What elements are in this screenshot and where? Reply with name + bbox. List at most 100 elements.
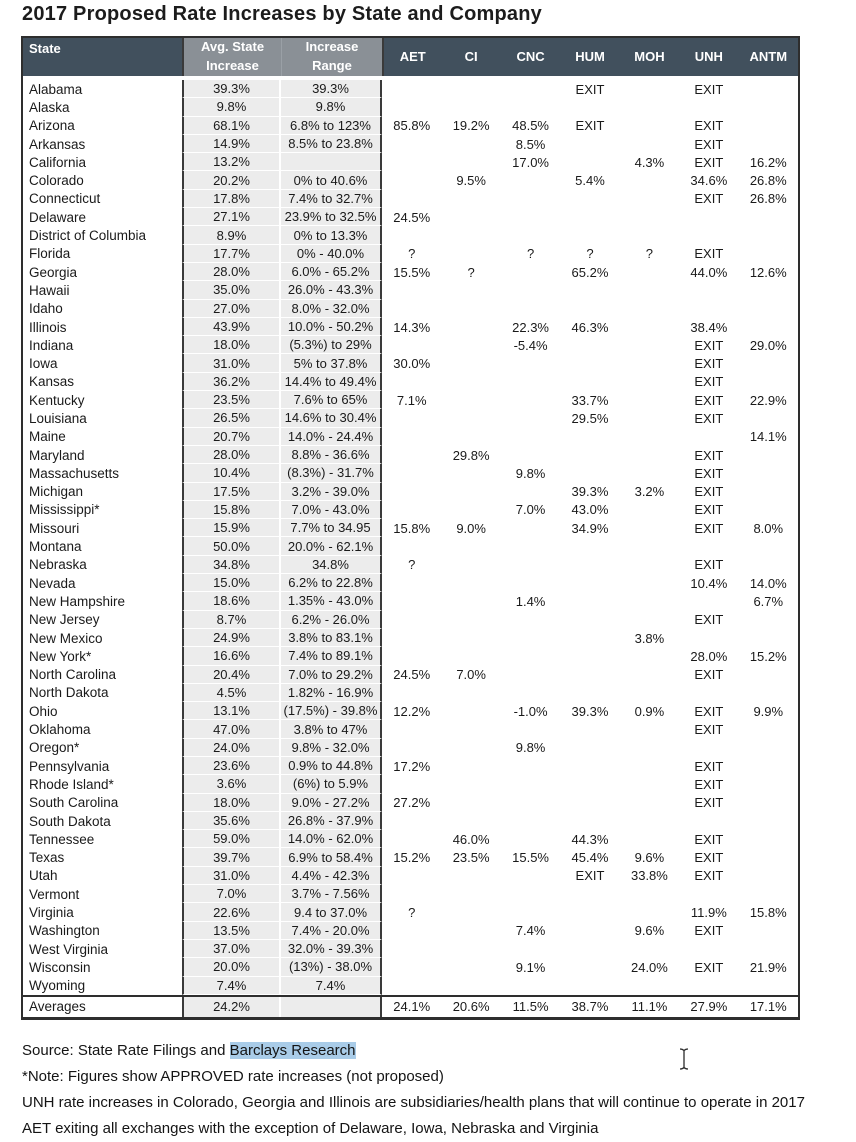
- company-cell-unh: EXIT: [694, 850, 724, 866]
- avg-increase-cell: 15.9%: [182, 519, 281, 538]
- company-cell-moh: [620, 519, 679, 537]
- company-cell-antm: [739, 135, 798, 153]
- company-cell-antm: [739, 940, 798, 958]
- table-row: Indiana 18.0% (5.3%) to 29% -5.4% EXIT 29.0%: [23, 336, 798, 355]
- table-row: Wyoming 7.4% 7.4%: [23, 976, 798, 995]
- company-cell-ci: [441, 757, 500, 775]
- company-cell-moh: [620, 666, 679, 684]
- company-cell-unh: EXIT: [694, 557, 724, 573]
- avg-increase-cell: 24.9%: [182, 628, 281, 648]
- state-cell: Virginia: [29, 905, 74, 920]
- avg-increase-cell: 15.0%: [182, 574, 281, 593]
- text-ibeam-cursor: [678, 1048, 690, 1070]
- table-row: Connecticut 17.8% 7.4% to 32.7% EXIT 26.8%: [23, 189, 798, 209]
- company-cell-hum: ?: [586, 246, 594, 262]
- company-cell-cnc: [501, 940, 560, 958]
- company-cell-hum: [560, 446, 619, 464]
- company-cell-aet: 24.5%: [393, 667, 431, 683]
- increase-range-cell: 5% to 37.8%: [281, 354, 382, 373]
- company-cell-moh: 0.9%: [634, 703, 665, 719]
- increase-range-cell: 26.8% - 37.9%: [281, 811, 382, 831]
- avg-increase-cell: 37.0%: [182, 939, 281, 959]
- company-cell-moh: [620, 318, 679, 336]
- company-cell-ci: 9.0%: [456, 520, 486, 536]
- company-cell-moh: [620, 739, 679, 757]
- table-row: North Carolina 20.4% 7.0% to 29.2% 24.5% 7.0…: [23, 665, 798, 684]
- avg-increase-cell: 9.8%: [182, 98, 281, 117]
- avg-increase-cell: 28.0%: [182, 445, 281, 465]
- company-cell-cnc: [501, 537, 560, 555]
- company-cell-cnc: [501, 720, 560, 738]
- state-cell: South Carolina: [29, 795, 119, 811]
- company-cell-antm: [739, 812, 798, 830]
- increase-range-cell: 3.8% to 47%: [281, 720, 382, 739]
- avg-increase-cell: 15.8%: [182, 500, 281, 520]
- avg-increase-cell: 13.5%: [182, 921, 281, 940]
- source-line: Source: State Rate Filings and Barclays …: [22, 1038, 805, 1064]
- company-cell-hum: [560, 428, 619, 446]
- increase-range-cell: 7.0% - 43.0%: [281, 500, 382, 520]
- company-cell-hum: 46.3%: [571, 319, 609, 335]
- company-cell-moh: [620, 446, 679, 464]
- company-cell-moh: [620, 354, 679, 372]
- avg-increase-cell: 18.0%: [182, 793, 281, 812]
- company-cell-antm: [739, 208, 798, 226]
- company-cell-hum: [560, 647, 619, 665]
- increase-range-cell: 20.0% - 62.1%: [281, 537, 382, 556]
- company-cell-ci: [441, 464, 500, 482]
- company-cell-ci: ?: [467, 264, 475, 280]
- company-cell-unh: 27.9%: [690, 999, 728, 1015]
- aet-note: AET exiting all exchanges with the excep…: [22, 1120, 599, 1137]
- company-cell-unh: EXIT: [694, 136, 724, 152]
- company-cell-antm: [739, 794, 798, 812]
- table-row: Idaho 27.0% 8.0% - 32.0%: [23, 299, 798, 318]
- company-cell-hum: [560, 98, 619, 116]
- company-cell-moh: 4.3%: [634, 154, 665, 170]
- company-cell-cnc: 48.5%: [512, 118, 549, 134]
- company-cell-cnc: -1.0%: [513, 703, 548, 719]
- company-cell-cnc: 1.4%: [515, 593, 546, 609]
- company-cell-antm: 14.1%: [749, 429, 787, 445]
- company-cell-aet: [382, 867, 441, 885]
- company-cell-ci: [441, 153, 500, 171]
- avg-increase-cell: 59.0%: [182, 830, 281, 849]
- company-cell-aet: [382, 812, 441, 830]
- company-cell-hum: [560, 135, 619, 153]
- company-cell-moh: [620, 171, 679, 189]
- company-cell-antm: 6.7%: [753, 593, 784, 609]
- company-cell-unh: 10.4%: [690, 575, 728, 591]
- avg-increase-cell: 68.1%: [182, 116, 281, 135]
- table-row: Iowa 31.0% 5% to 37.8% 30.0% EXIT: [23, 354, 798, 373]
- company-cell-moh: [620, 977, 679, 995]
- increase-range-cell: [281, 153, 382, 172]
- company-cell-hum: [560, 153, 619, 171]
- company-cell-ci: [441, 537, 500, 555]
- avg-increase-cell: 20.2%: [182, 171, 281, 190]
- company-cell-ci: [441, 190, 500, 208]
- company-cell-hum: [560, 922, 619, 940]
- state-cell: Kansas: [29, 374, 75, 390]
- company-cell-aet: 17.2%: [393, 758, 431, 774]
- increase-range-cell: 14.4% to 49.4%: [281, 372, 382, 392]
- company-cell-moh: [620, 226, 679, 244]
- table-row: Vermont 7.0% 3.7% - 7.56%: [23, 885, 798, 904]
- company-cell-ci: [441, 611, 500, 629]
- company-cell-ci: [441, 720, 500, 738]
- company-cell-aet: [382, 300, 441, 318]
- state-cell: Illinois: [29, 319, 67, 335]
- company-cell-aet: [382, 190, 441, 208]
- company-cell-moh: [620, 830, 679, 848]
- company-cell-unh: [679, 592, 738, 610]
- avg-increase-cell: 36.2%: [182, 372, 281, 392]
- company-cell-cnc: [501, 98, 560, 116]
- avg-increase-cell: 8.9%: [182, 226, 281, 245]
- company-cell-antm: 21.9%: [749, 959, 787, 975]
- company-cell-ci: [441, 373, 500, 391]
- source-highlight-selected-text: Barclays Research: [229, 1042, 356, 1059]
- company-cell-antm: [739, 666, 798, 684]
- state-cell: Delaware: [29, 209, 87, 225]
- state-cell: Montana: [29, 539, 82, 555]
- avg-increase-cell: 39.7%: [182, 848, 281, 867]
- state-cell: Wisconsin: [29, 959, 91, 975]
- increase-range-cell: 1.82% - 16.9%: [281, 683, 382, 703]
